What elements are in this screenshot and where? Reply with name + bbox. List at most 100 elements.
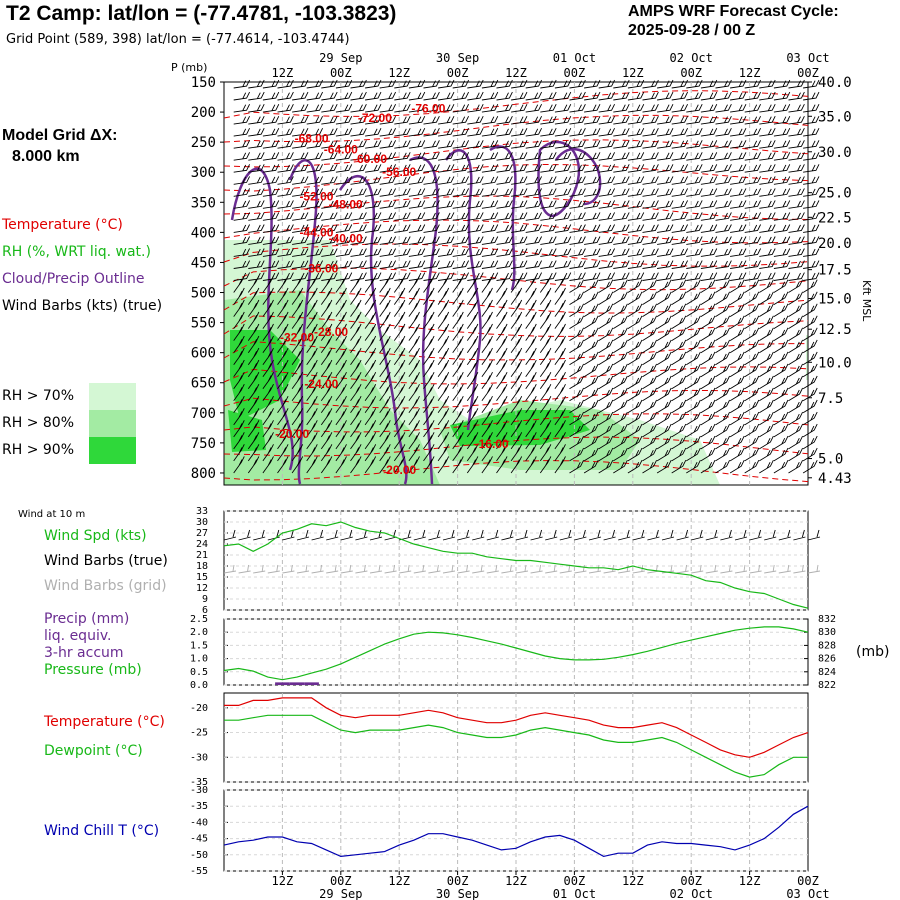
wind-barb — [525, 260, 543, 269]
wind-barb — [438, 248, 455, 257]
wind-barb — [466, 408, 479, 426]
wind-barb — [481, 103, 499, 113]
wind10m-barb-true — [282, 529, 295, 541]
wind-barb — [803, 248, 820, 257]
wind-barb — [291, 275, 304, 293]
legend-rh70: RH > 70% — [2, 388, 75, 404]
wind-barb — [730, 176, 747, 185]
wind-barb — [671, 279, 687, 293]
wind-barb — [700, 188, 718, 197]
wind-barb — [306, 164, 324, 173]
wind-barb — [598, 291, 614, 305]
wind-barb — [744, 212, 762, 221]
wind-barb — [613, 387, 628, 402]
wind-barb — [437, 395, 450, 414]
temperature-label-5: -56.00 — [382, 165, 416, 179]
wind-barb — [613, 447, 628, 462]
wind-barb — [292, 224, 309, 233]
wind-barb — [262, 248, 280, 257]
wind-barb — [671, 260, 689, 269]
wind-barb — [496, 420, 508, 438]
wind-barb — [350, 115, 367, 125]
wind-barb — [525, 432, 537, 450]
wind-barb — [233, 311, 245, 329]
wind-barb — [715, 152, 732, 161]
wind-barb — [730, 224, 747, 233]
top-date-label-2: 01 Oct — [553, 51, 596, 65]
wind-barb — [773, 176, 791, 185]
wind-barb — [335, 287, 347, 305]
wind-barb — [788, 423, 804, 438]
wind-barb — [700, 363, 716, 378]
temp-axis-tick-3: -20 — [190, 703, 208, 714]
wind-barb — [306, 236, 324, 245]
height-tick-9: 10.0 — [818, 355, 852, 371]
wind10m-barb-grid — [428, 564, 441, 574]
wind-barb — [584, 127, 601, 137]
wind-barb — [262, 224, 280, 233]
wind-barb — [744, 435, 760, 450]
wind-barb — [408, 347, 420, 365]
wind10m-barb-grid — [647, 564, 660, 574]
wind-barb — [613, 248, 630, 257]
wind-barb — [350, 432, 362, 450]
wind-barb — [613, 103, 630, 113]
wind-barb — [496, 200, 513, 209]
wind-barb — [773, 375, 789, 390]
height-tick-11: 5.0 — [818, 452, 843, 468]
wind-barb — [657, 152, 674, 161]
wind10m-barb-grid — [369, 564, 383, 574]
wind-barb — [277, 115, 294, 125]
wind-barb — [744, 351, 760, 366]
wind-barb — [379, 444, 391, 462]
wind-barb — [642, 260, 659, 269]
wind-barb — [321, 103, 338, 113]
wind-barb — [394, 152, 411, 161]
wind-barb — [671, 224, 689, 233]
wind-barb — [423, 371, 435, 390]
wind-barb — [525, 323, 537, 341]
wind-barb — [452, 91, 470, 101]
wind-barb — [408, 323, 420, 341]
wind-barb — [525, 79, 543, 89]
wind-barb — [583, 423, 599, 438]
wind-barb — [569, 248, 586, 257]
wind-barb — [306, 260, 324, 269]
wind-barb — [729, 423, 745, 438]
windchill-axis-tick-2: -45 — [190, 834, 208, 845]
wind-barb — [802, 375, 818, 390]
wind-barb — [584, 236, 601, 245]
wind-barb — [730, 200, 747, 209]
wind-barb — [262, 115, 280, 125]
wind-barb — [438, 91, 455, 101]
temperature-line — [224, 697, 809, 758]
wind-barb — [262, 79, 280, 89]
wind-barb — [686, 212, 703, 221]
wind-barb — [539, 347, 552, 365]
wind-barb — [554, 164, 572, 173]
wind-barb — [247, 456, 260, 474]
wind-barb — [423, 383, 435, 402]
wind-barb — [452, 164, 470, 173]
wind-barb — [233, 188, 251, 197]
wind-barb — [788, 399, 804, 414]
wind-barb — [759, 399, 774, 414]
wind-barb — [730, 272, 747, 281]
wind-barb — [598, 435, 614, 450]
wind-barb — [233, 383, 245, 402]
wind-barb — [306, 359, 318, 377]
wind-barb — [364, 395, 377, 414]
wind-barb — [539, 408, 552, 426]
wind-barb — [773, 435, 789, 450]
wind-barb — [467, 212, 484, 221]
wind-barb — [642, 91, 659, 101]
wind-barb — [335, 115, 353, 125]
wind-barb — [744, 79, 762, 89]
wind-barb — [773, 291, 789, 305]
wind-barb — [525, 248, 543, 257]
wind-barb — [569, 272, 586, 281]
wind-barb — [452, 456, 464, 474]
wind-barb — [306, 395, 318, 414]
height-tick-0: 40.0 — [818, 75, 852, 91]
